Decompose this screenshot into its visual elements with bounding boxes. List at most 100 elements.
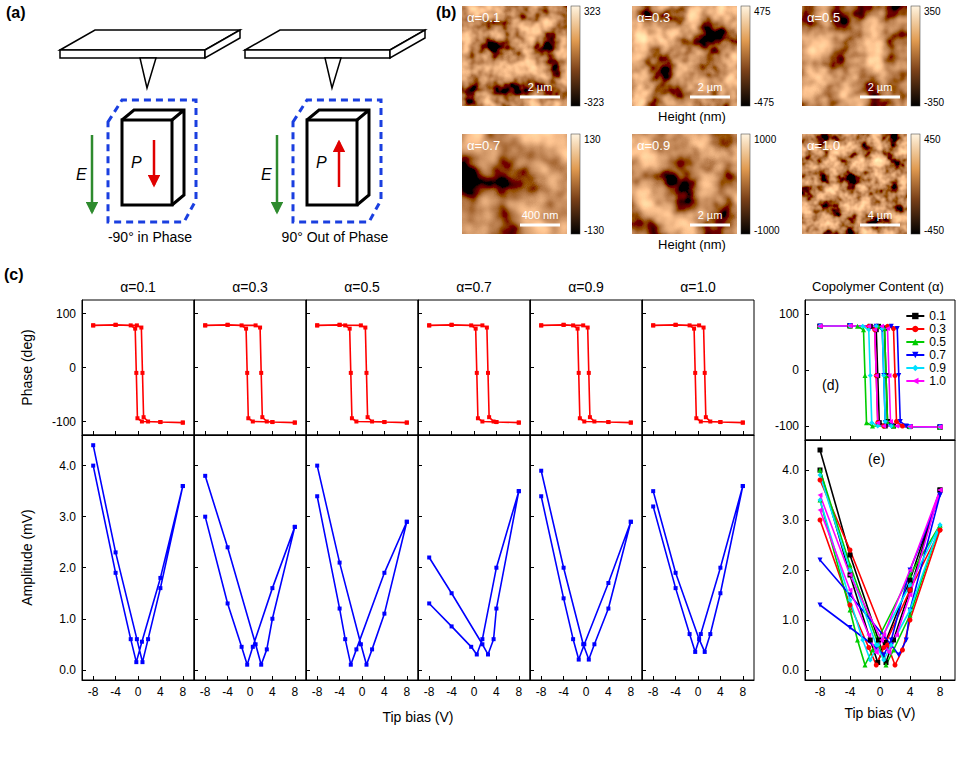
svg-text:0: 0 (695, 685, 702, 699)
svg-text:Tip bias (V): Tip bias (V) (382, 709, 453, 725)
svg-text:0.9: 0.9 (929, 361, 946, 375)
svg-text:-100: -100 (775, 419, 799, 433)
svg-text:4: 4 (717, 685, 724, 699)
svg-text:475: 475 (754, 6, 771, 17)
svg-text:4: 4 (381, 685, 388, 699)
svg-text:Tip bias (V): Tip bias (V) (844, 705, 915, 721)
svg-text:2.0: 2.0 (59, 561, 76, 575)
svg-text:-4: -4 (558, 685, 569, 699)
svg-text:-90° in Phase: -90° in Phase (108, 229, 192, 245)
svg-text:8: 8 (403, 685, 410, 699)
svg-text:100: 100 (56, 307, 76, 321)
svg-text:8: 8 (179, 685, 186, 699)
svg-text:-4: -4 (845, 685, 856, 699)
svg-text:P: P (316, 154, 327, 171)
svg-text:0: 0 (69, 361, 76, 375)
svg-text:α=0.7: α=0.7 (467, 138, 500, 153)
svg-text:-323: -323 (584, 97, 604, 108)
svg-text:(b): (b) (436, 4, 456, 21)
svg-text:1.0: 1.0 (929, 374, 946, 388)
svg-text:Phase (deg): Phase (deg) (19, 329, 35, 405)
svg-text:0.1: 0.1 (929, 309, 946, 323)
svg-text:α=0.1: α=0.1 (120, 279, 156, 295)
svg-text:-8: -8 (88, 685, 99, 699)
svg-text:-1000: -1000 (754, 225, 780, 236)
svg-text:8: 8 (627, 685, 634, 699)
svg-text:-8: -8 (312, 685, 323, 699)
svg-text:-130: -130 (584, 225, 604, 236)
svg-text:323: 323 (584, 6, 601, 17)
svg-text:4.0: 4.0 (782, 463, 799, 477)
svg-text:0: 0 (792, 363, 799, 377)
svg-text:4 µm: 4 µm (868, 209, 893, 221)
svg-text:Copolymer Content (α): Copolymer Content (α) (812, 279, 944, 294)
svg-text:1000: 1000 (754, 134, 777, 145)
svg-text:-8: -8 (536, 685, 547, 699)
svg-text:Amplitude (mV): Amplitude (mV) (19, 509, 35, 605)
svg-text:0: 0 (247, 685, 254, 699)
svg-text:α=0.3: α=0.3 (637, 10, 670, 25)
svg-text:2 µm: 2 µm (868, 81, 893, 93)
svg-text:90° Out of Phase: 90° Out of Phase (282, 229, 389, 245)
svg-text:450: 450 (924, 134, 941, 145)
svg-text:E: E (76, 166, 87, 183)
svg-text:130: 130 (584, 134, 601, 145)
svg-text:-4: -4 (222, 685, 233, 699)
svg-text:3.0: 3.0 (59, 510, 76, 524)
svg-text:4: 4 (493, 685, 500, 699)
svg-text:-8: -8 (424, 685, 435, 699)
svg-text:α=0.9: α=0.9 (637, 138, 670, 153)
svg-text:100: 100 (779, 307, 799, 321)
svg-text:8: 8 (937, 685, 944, 699)
svg-text:P: P (131, 154, 142, 171)
svg-text:-4: -4 (334, 685, 345, 699)
svg-text:0: 0 (471, 685, 478, 699)
svg-text:-4: -4 (670, 685, 681, 699)
svg-text:-8: -8 (815, 685, 826, 699)
svg-text:0.3: 0.3 (929, 322, 946, 336)
svg-text:-8: -8 (648, 685, 659, 699)
svg-text:Height (nm): Height (nm) (658, 237, 726, 252)
svg-text:0.5: 0.5 (929, 335, 946, 349)
svg-text:-475: -475 (754, 97, 774, 108)
svg-text:α=0.3: α=0.3 (232, 279, 268, 295)
svg-text:-8: -8 (200, 685, 211, 699)
svg-text:E: E (261, 166, 272, 183)
svg-text:α=0.5: α=0.5 (344, 279, 380, 295)
svg-text:3.0: 3.0 (782, 513, 799, 527)
svg-text:0: 0 (359, 685, 366, 699)
svg-text:α=0.5: α=0.5 (807, 10, 840, 25)
svg-text:α=0.9: α=0.9 (568, 279, 604, 295)
svg-text:-450: -450 (924, 225, 944, 236)
svg-text:-4: -4 (110, 685, 121, 699)
svg-text:α=0.7: α=0.7 (456, 279, 492, 295)
svg-text:0.7: 0.7 (929, 348, 946, 362)
svg-text:-4: -4 (446, 685, 457, 699)
svg-text:1.0: 1.0 (59, 612, 76, 626)
svg-text:2 µm: 2 µm (698, 209, 723, 221)
svg-text:0: 0 (877, 685, 884, 699)
svg-text:2.0: 2.0 (782, 563, 799, 577)
svg-text:(c): (c) (4, 266, 24, 283)
svg-text:-100: -100 (52, 415, 76, 429)
svg-text:2 µm: 2 µm (698, 81, 723, 93)
svg-text:α=1.0: α=1.0 (680, 279, 716, 295)
svg-text:(a): (a) (6, 4, 26, 21)
svg-text:4: 4 (157, 685, 164, 699)
svg-text:0.0: 0.0 (59, 663, 76, 677)
svg-text:4: 4 (907, 685, 914, 699)
svg-text:(d): (d) (822, 377, 839, 393)
svg-text:0: 0 (583, 685, 590, 699)
svg-text:350: 350 (924, 6, 941, 17)
svg-text:8: 8 (515, 685, 522, 699)
svg-text:α=0.1: α=0.1 (467, 10, 500, 25)
svg-text:4: 4 (605, 685, 612, 699)
svg-text:4: 4 (269, 685, 276, 699)
svg-text:8: 8 (291, 685, 298, 699)
svg-text:8: 8 (739, 685, 746, 699)
svg-text:2 µm: 2 µm (528, 81, 553, 93)
svg-text:Height (nm): Height (nm) (658, 109, 726, 124)
svg-text:400 nm: 400 nm (522, 209, 559, 221)
svg-text:1.0: 1.0 (782, 613, 799, 627)
svg-text:(e): (e) (868, 451, 885, 467)
